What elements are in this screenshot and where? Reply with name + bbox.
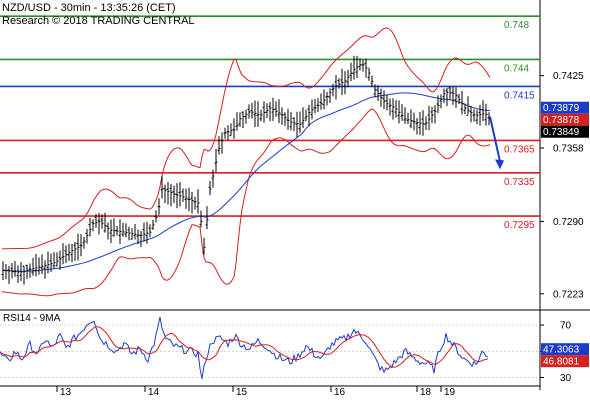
bollinger-upper [1, 27, 491, 250]
price-tag-box [541, 113, 589, 126]
level-label: 0.744 [504, 63, 529, 74]
chart-header-copyright: Research © 2018 TRADING CENTRAL [2, 15, 195, 27]
price-tick-label: 0.7358 [553, 143, 584, 154]
forecast-arrow-shaft [489, 116, 501, 162]
price-tick-label: 0.7425 [553, 71, 584, 82]
price-tag-text: 0.73878 [543, 115, 580, 126]
level-label: 0.7295 [504, 220, 535, 231]
level-label: 0.7415 [504, 90, 535, 101]
candles [1, 55, 491, 285]
time-tick-label: 18 [420, 387, 432, 398]
price-tick-label: 0.7290 [553, 217, 584, 228]
time-tick-label: 15 [236, 387, 248, 398]
rsi-tag-text: 46.8081 [543, 357, 580, 368]
rsi-tick-label: 30 [560, 373, 572, 384]
price-tag-text: 0.73879 [543, 103, 580, 114]
time-tick-label: 19 [444, 387, 456, 398]
rsi-tag-box [541, 343, 589, 356]
rsi-ma-line [0, 326, 489, 368]
level-label: 0.7365 [504, 144, 535, 155]
price-tag-box [541, 101, 589, 114]
rsi-tag-text: 47.3063 [543, 345, 580, 356]
rsi-panel-title: RSI14 - 9MA [3, 313, 61, 324]
price-tag-text: 0.73849 [543, 127, 580, 138]
forecast-arrow-head [495, 159, 504, 170]
moving-average [1, 92, 491, 272]
time-tick-label: 13 [60, 387, 72, 398]
chart-header-title: NZD/USD - 30min - 13:35:26 (CET) [2, 2, 176, 14]
level-label: 0.7335 [504, 177, 535, 188]
price-tag-box [541, 125, 589, 138]
level-label: 0.748 [504, 20, 529, 31]
bollinger-lower [1, 108, 491, 297]
time-tick-label: 14 [148, 387, 160, 398]
time-tick-label: 16 [334, 387, 346, 398]
rsi-tag-box [541, 355, 589, 368]
price-tick-label: 0.7223 [553, 289, 584, 300]
rsi-tick-label: 70 [560, 321, 572, 332]
rsi-line [0, 316, 489, 379]
